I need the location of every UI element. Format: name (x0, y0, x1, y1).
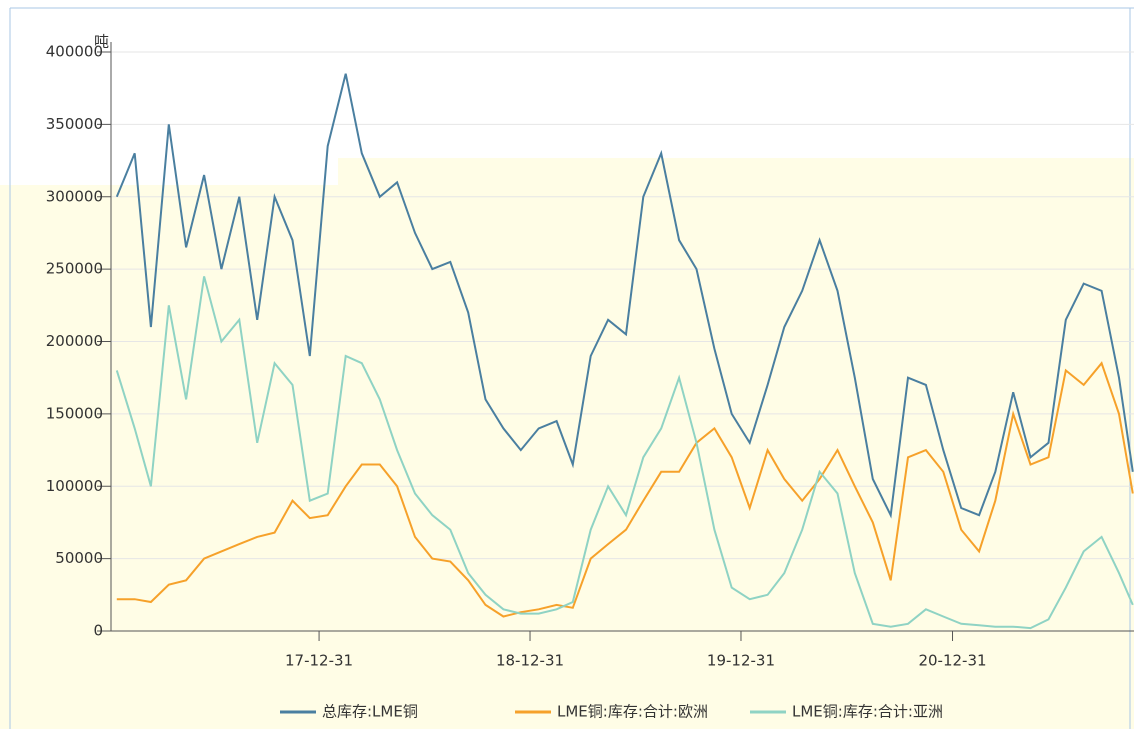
y-tick-label: 0 (93, 622, 103, 640)
legend-label: LME铜:库存:合计:欧洲 (557, 703, 708, 721)
y-tick-label: 300000 (46, 187, 103, 205)
y-tick-label: 400000 (46, 43, 103, 61)
legend-label: LME铜:库存:合计:亚洲 (792, 703, 943, 721)
y-tick-label: 200000 (46, 332, 103, 350)
y-tick-label: 50000 (55, 549, 103, 567)
lines (115, 73, 1134, 630)
y-tick-label: 350000 (46, 115, 103, 133)
panel-background (0, 185, 1134, 729)
x-tick-label: 19-12-31 (707, 652, 775, 670)
y-tick-label: 150000 (46, 404, 103, 422)
y-unit: 吨 (94, 33, 109, 51)
legend: 总库存:LME铜 LME铜:库存:合计:欧洲 LME铜:库存:合计:亚洲 (280, 703, 943, 721)
axes: 0 50000 100000 150000 200000 250000 300000 3500… (46, 42, 1134, 670)
y-tick-label: 100000 (46, 477, 103, 495)
y-tick-label: 250000 (46, 260, 103, 278)
x-tick-label: 18-12-31 (496, 652, 564, 670)
series-line (115, 73, 1134, 519)
x-tick-label: 17-12-31 (285, 652, 353, 670)
series-line (115, 276, 1134, 630)
legend-label: 总库存:LME铜 (322, 703, 418, 721)
series-line (116, 361, 1134, 618)
panel-background (338, 158, 1134, 188)
x-tick-label: 20-12-31 (918, 652, 986, 670)
